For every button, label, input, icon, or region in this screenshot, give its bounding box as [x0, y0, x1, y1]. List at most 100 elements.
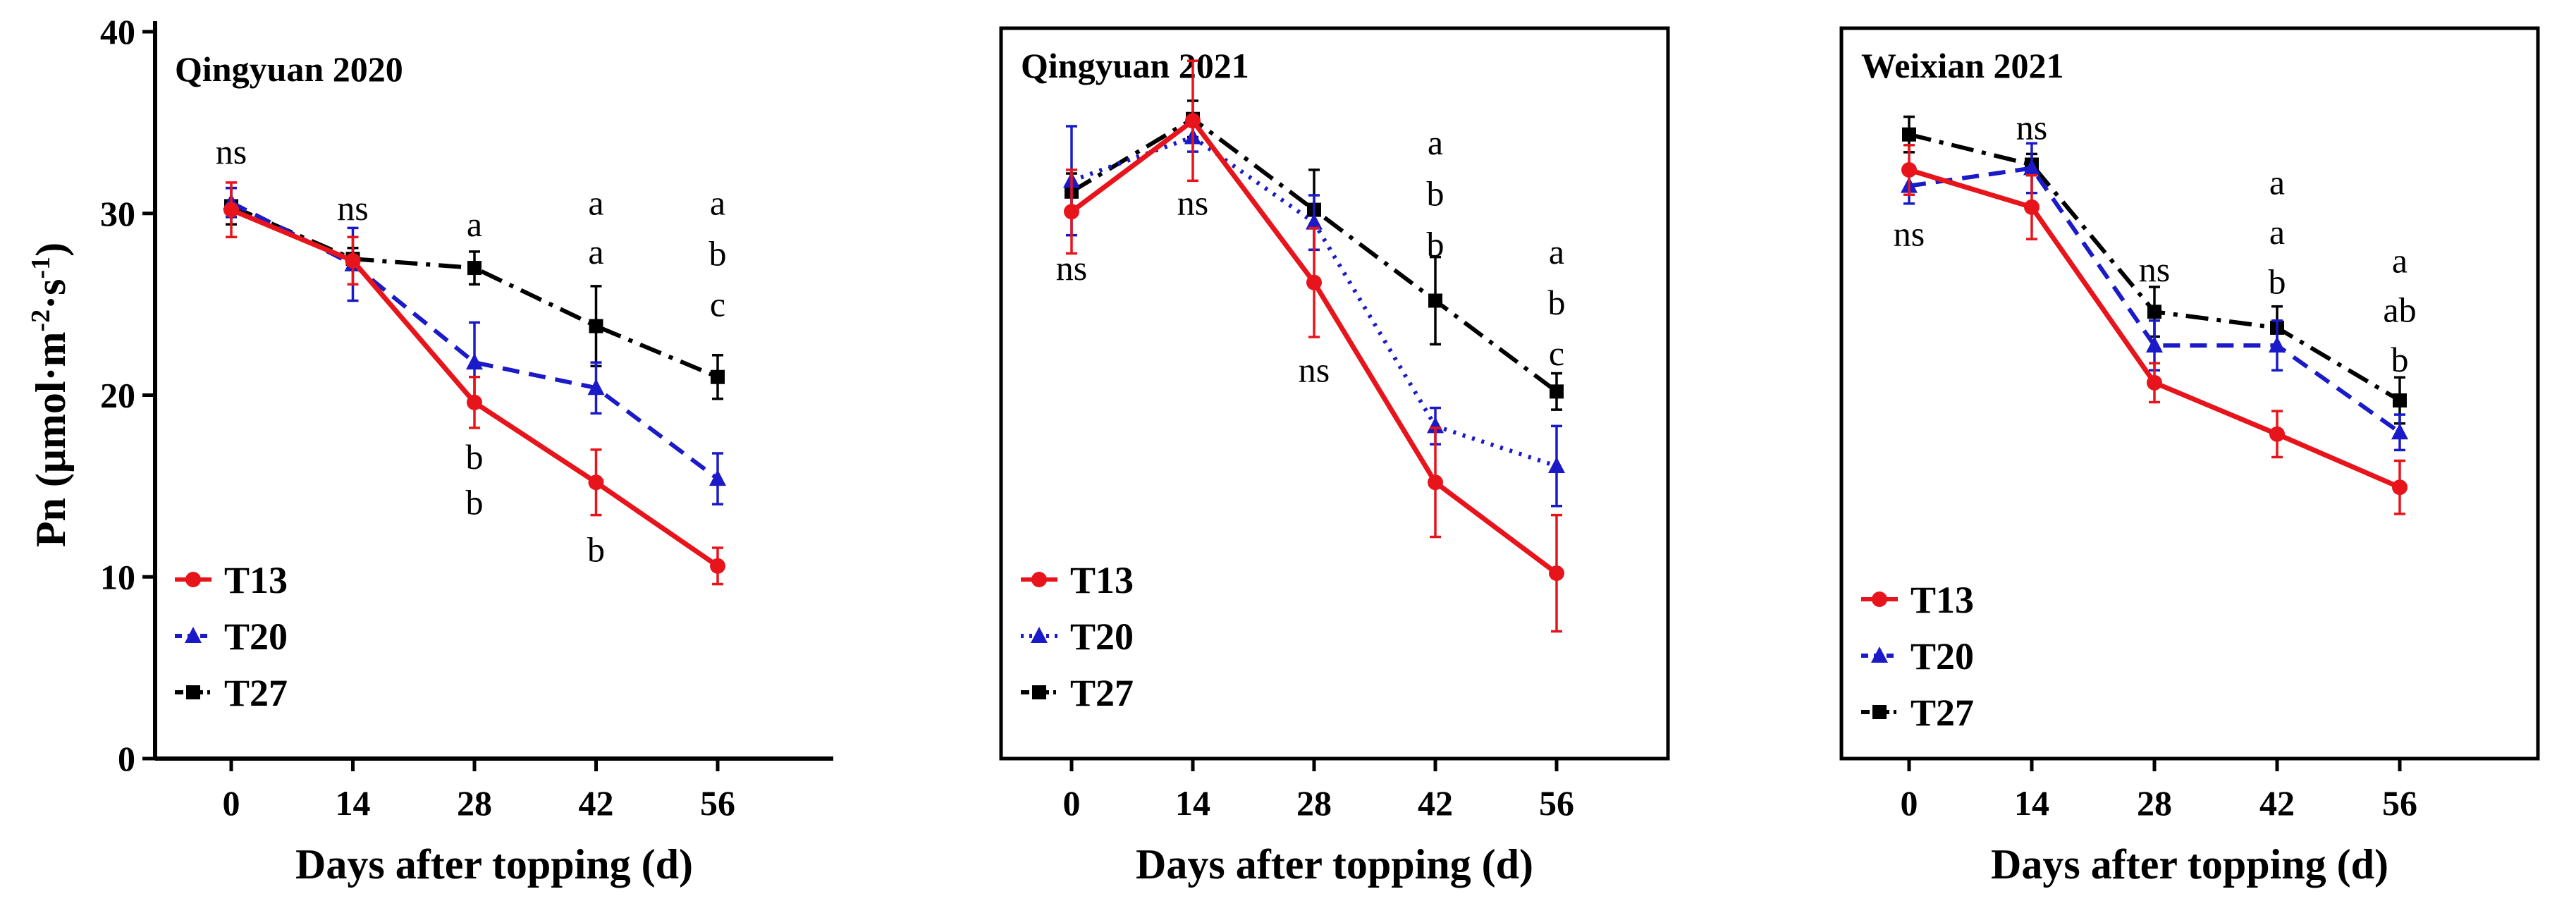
x-axis-label: Days after topping (d)	[295, 841, 693, 888]
data-point-t27	[1550, 384, 1564, 399]
x-tick-label: 28	[1296, 783, 1332, 823]
data-point-t20	[1306, 213, 1323, 230]
significance-label: b	[587, 530, 605, 570]
legend-marker	[186, 685, 200, 699]
x-tick-label: 56	[700, 783, 735, 823]
panel-title: Qingyuan 2021	[1021, 46, 1249, 85]
significance-label: a	[467, 204, 482, 244]
significance-label: a	[2392, 240, 2408, 280]
significance-label: c	[1549, 333, 1564, 373]
x-tick-label: 56	[1539, 783, 1574, 823]
x-tick-label: 42	[2259, 783, 2295, 823]
significance-label: a	[588, 183, 603, 222]
y-axis-label-part: )	[27, 243, 74, 257]
x-axis-label: Days after topping (d)	[1991, 841, 2388, 888]
legend-entry-t20: T20	[1861, 635, 1974, 678]
significance-label: b	[2391, 340, 2409, 379]
significance-label: b	[466, 483, 484, 522]
data-point-t20	[2023, 159, 2040, 176]
legend-entry-t13: T13	[1861, 579, 1974, 621]
legend-entry-t27: T27	[1861, 692, 1974, 734]
y-tick-label: 0	[118, 739, 135, 778]
significance-label: b	[1427, 225, 1445, 264]
legend-label: T27	[224, 672, 288, 714]
significance-label: b	[466, 437, 484, 477]
legend-marker	[185, 572, 201, 587]
data-point-t27	[1902, 127, 1916, 142]
significance-label: ns	[1177, 183, 1208, 222]
x-tick-label: 14	[336, 783, 371, 823]
x-tick-label: 0	[1901, 783, 1918, 823]
data-point-t27	[711, 369, 725, 384]
legend-marker	[1031, 572, 1047, 587]
legend-label: T13	[224, 559, 288, 601]
data-point-t27	[467, 261, 482, 276]
legend-marker	[185, 627, 202, 643]
legend-entry-t13: T13	[175, 559, 288, 601]
significance-label: b	[709, 233, 727, 273]
significance-label: b	[1427, 173, 1445, 213]
x-axis-label: Days after topping (d)	[1136, 841, 1533, 888]
data-point-t20	[587, 379, 605, 396]
series-t13	[223, 181, 725, 586]
x-tick-label: 42	[1418, 783, 1453, 823]
chart-panel-3: 0 14 28 42 56 Days after topping (d) Weixian 2…	[1839, 26, 2540, 888]
x-tick-label: 14	[2014, 783, 2049, 823]
legend-marker	[1031, 627, 1048, 643]
significance-label: a	[1428, 123, 1443, 162]
data-point-t20	[709, 470, 726, 486]
y-axis-label-part: -1	[26, 257, 56, 279]
significance-label: b	[2269, 262, 2286, 301]
plot-frame	[999, 26, 1670, 761]
x-tick-label: 56	[2382, 783, 2417, 823]
significance-label: a	[2269, 212, 2285, 252]
legend-entry-t20: T20	[1021, 615, 1134, 658]
significance-label: ab	[2383, 290, 2416, 330]
chart-panel-1: 0 10 20 30 40 Pn (μmol·m-2·s-1) 0 14 28 42 56Days …	[26, 12, 833, 888]
legend-label: T27	[1910, 692, 1974, 734]
legend-marker	[1871, 646, 1888, 663]
legend-label: T27	[1070, 672, 1134, 714]
y-axis-label: Pn (μmol·m-2·s-1)	[26, 243, 74, 547]
y-tick-label: 20	[100, 376, 135, 415]
legend-label: T20	[1070, 615, 1134, 658]
significance-label: a	[710, 183, 725, 222]
legend-entry-t13: T13	[1021, 559, 1134, 601]
significance-label: a	[1549, 232, 1564, 271]
series-line-t20	[1908, 166, 2401, 434]
x-tick-label: 42	[579, 783, 614, 823]
significance-label: ns	[1056, 248, 1087, 288]
y-axis-label-part: ·s	[27, 278, 74, 309]
legend-marker	[1032, 685, 1046, 699]
data-point-t13	[710, 558, 725, 574]
x-tick-label: 14	[1175, 783, 1210, 823]
x-tick-label: 28	[457, 783, 492, 823]
data-point-t13	[2024, 199, 2040, 215]
legend-entry-t27: T27	[175, 672, 288, 714]
data-point-t20	[2146, 336, 2163, 353]
data-point-t13	[588, 474, 604, 491]
data-point-t13	[1064, 204, 1079, 220]
significance-label: ns	[2016, 108, 2047, 147]
series-t13	[1064, 59, 1564, 633]
y-tick-label: 10	[100, 557, 135, 596]
significance-label: ns	[1894, 214, 1925, 254]
legend-label: T20	[224, 615, 288, 658]
significance-label: a	[588, 232, 603, 271]
significance-label: ns	[1299, 350, 1330, 389]
x-tick-label: 28	[2137, 783, 2172, 823]
data-point-t13	[2147, 374, 2162, 391]
y-tick-label: 30	[100, 194, 135, 233]
data-point-t20	[1548, 457, 1565, 474]
data-point-t13	[2269, 426, 2285, 442]
plot-frame	[1839, 26, 2540, 761]
panel-title: Qingyuan 2020	[175, 49, 403, 89]
data-point-t13	[2392, 479, 2408, 496]
legend-label: T13	[1910, 579, 1974, 621]
data-point-t13	[1306, 274, 1322, 290]
y-tick-label: 40	[100, 12, 135, 51]
data-point-t13	[223, 202, 239, 218]
data-point-t13	[1428, 474, 1443, 491]
